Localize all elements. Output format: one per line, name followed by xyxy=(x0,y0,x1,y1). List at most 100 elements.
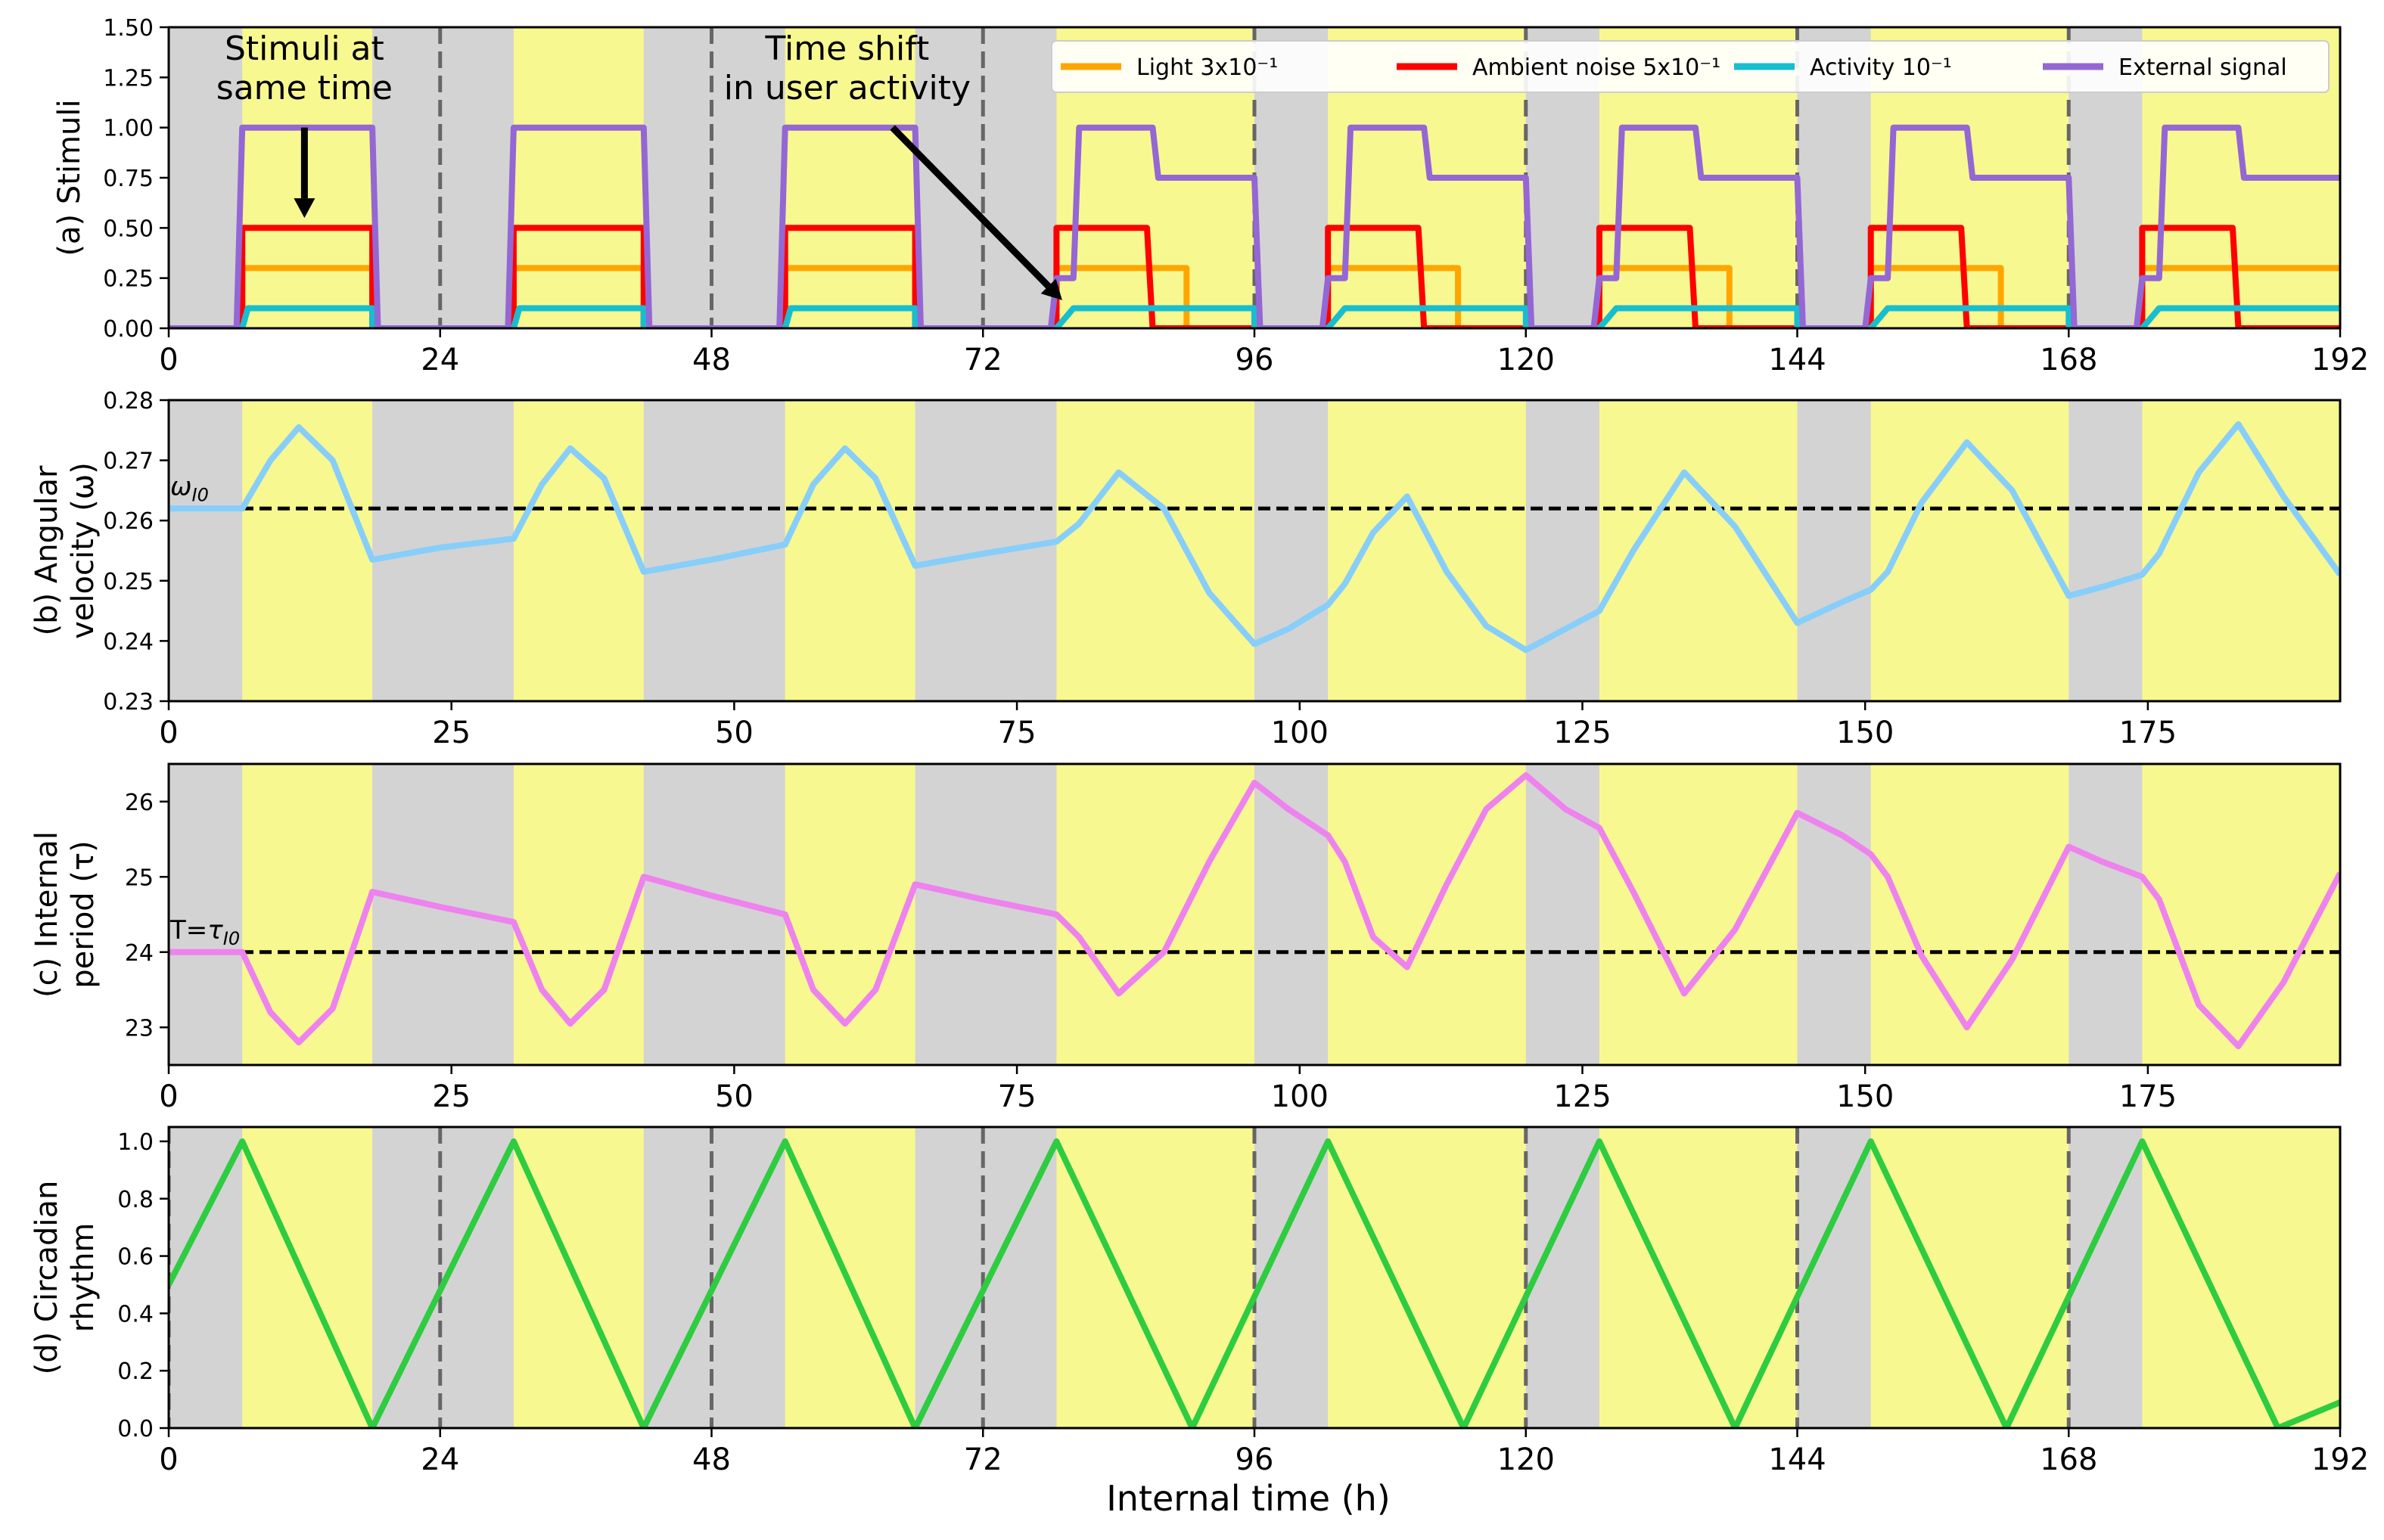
x-tick-label: 25 xyxy=(432,716,471,750)
x-tick-label: 175 xyxy=(2119,716,2177,750)
legend-label: Ambient noise 5x10⁻¹ xyxy=(1472,54,1720,81)
x-tick-label: 75 xyxy=(998,716,1037,750)
x-tick-label: 192 xyxy=(2311,1442,2369,1477)
y-axis-label: velocity (ω) xyxy=(66,462,101,639)
gray-background-band xyxy=(372,400,514,701)
x-tick-label: 175 xyxy=(2119,1079,2177,1114)
legend-label: Activity 10⁻¹ xyxy=(1810,54,1952,81)
y-tick-label: 0.8 xyxy=(117,1187,154,1213)
y-tick-label: 24 xyxy=(125,940,154,967)
y-tick-label: 0.75 xyxy=(103,166,154,192)
x-tick-label: 48 xyxy=(692,343,731,377)
annotation-text: in user activity xyxy=(724,69,971,107)
x-tick-label: 192 xyxy=(2311,343,2369,377)
y-tick-label: 1.50 xyxy=(103,15,154,42)
y-axis-label: rhythm xyxy=(66,1223,101,1333)
x-axis-label: Internal time (h) xyxy=(1106,1478,1391,1519)
y-axis-label: (c) Internal xyxy=(30,831,64,998)
x-tick-label: 50 xyxy=(715,1079,754,1114)
x-tick-label: 24 xyxy=(421,1442,459,1477)
x-tick-label: 0 xyxy=(159,716,178,750)
reference-hline-label: ωI0 xyxy=(170,471,209,505)
x-tick-label: 168 xyxy=(2040,1442,2097,1477)
panel-b-plot xyxy=(169,400,2340,701)
y-tick-label: 1.00 xyxy=(103,116,154,142)
x-tick-label: 150 xyxy=(1836,1079,1894,1114)
axes-frame xyxy=(167,762,2342,1067)
gray-background-band xyxy=(372,27,514,328)
y-tick-label: 0.26 xyxy=(103,508,154,535)
x-tick-label: 120 xyxy=(1497,1442,1555,1477)
x-tick-label: 50 xyxy=(715,716,754,750)
x-tick-label: 0 xyxy=(159,1079,178,1114)
annotation-arrow xyxy=(890,125,1051,289)
x-tick-label: 0 xyxy=(159,1442,178,1477)
y-axis-label: period (τ) xyxy=(66,840,101,988)
y-tick-label: 26 xyxy=(125,790,154,816)
y-tick-label: 0.2 xyxy=(117,1358,154,1385)
annotation-text: Stimuli at xyxy=(225,29,384,68)
annotation-arrowhead xyxy=(1040,278,1062,300)
y-tick-label: 0.50 xyxy=(103,216,154,242)
x-tick-label: 144 xyxy=(1768,343,1826,377)
y-tick-label: 0.23 xyxy=(103,689,154,716)
gray-background-band xyxy=(643,27,785,328)
x-tick-label: 96 xyxy=(1236,1442,1274,1477)
y-tick-label: 0.4 xyxy=(117,1301,154,1327)
legend-label: Light 3x10⁻¹ xyxy=(1136,54,1278,81)
series-line xyxy=(169,421,2340,654)
y-tick-label: 25 xyxy=(125,865,154,891)
series-line xyxy=(169,1138,2340,1428)
y-axis-label: (d) Circadian xyxy=(30,1181,64,1375)
gray-background-band xyxy=(1797,764,1871,1065)
panel-b: 0 25 50 75 100 125 150 175 0.23 0.24 0.25 0.26 0.27 0… xyxy=(30,388,2342,750)
annotation-arrowhead xyxy=(294,198,315,219)
y-tick-label: 0.28 xyxy=(103,388,154,414)
panel-c-plot xyxy=(169,764,2340,1065)
x-tick-label: 25 xyxy=(432,1079,471,1114)
gray-background-band xyxy=(643,764,785,1065)
y-tick-label: 1.25 xyxy=(103,65,154,92)
x-tick-label: 125 xyxy=(1553,716,1611,750)
y-tick-label: 0.6 xyxy=(117,1244,154,1271)
x-tick-label: 144 xyxy=(1768,1442,1826,1477)
y-tick-label: 0.24 xyxy=(103,629,154,655)
gray-background-band xyxy=(1525,764,1599,1065)
panel-c: 0 25 50 75 100 125 150 175 23 24 25 26 (c) Internal p… xyxy=(30,762,2342,1114)
gray-background-band xyxy=(1797,400,1871,701)
x-tick-label: 0 xyxy=(159,343,178,377)
y-tick-label: 0.0 xyxy=(117,1416,154,1442)
gray-background-band xyxy=(915,764,1057,1065)
y-tick-label: 23 xyxy=(125,1015,154,1042)
x-tick-label: 48 xyxy=(692,1442,731,1477)
gray-background-band xyxy=(1254,400,1329,701)
x-tick-label: 72 xyxy=(964,343,1002,377)
panel-d: 0 24 48 72 96 120 144 168 192 0.0 0.2 0.4 0.6 0.8 1.0 (… xyxy=(30,1126,2369,1477)
x-tick-label: 125 xyxy=(1553,1079,1611,1114)
legend: Light 3x10⁻¹ Ambient noise 5x10⁻¹ Activity… xyxy=(1051,40,2330,93)
x-tick-label: 100 xyxy=(1271,716,1329,750)
gray-background-band xyxy=(169,400,243,701)
y-tick-label: 0.25 xyxy=(103,266,154,293)
y-tick-label: 0.25 xyxy=(103,569,154,595)
gray-background-band xyxy=(2069,764,2143,1065)
reference-hline-label: T=τI0 xyxy=(169,915,240,949)
legend-box xyxy=(1051,40,2330,93)
x-tick-label: 96 xyxy=(1236,343,1274,377)
x-tick-label: 120 xyxy=(1497,343,1555,377)
panel-a: 0 24 48 72 96 120 144 168 192 0.00 0.25 0.50 0.75 1.0… xyxy=(52,15,2369,377)
series-line xyxy=(169,772,2340,1050)
gray-background-band xyxy=(169,27,243,328)
gray-background-band xyxy=(1525,400,1599,701)
x-tick-label: 150 xyxy=(1836,716,1894,750)
series-line xyxy=(169,305,2340,328)
series-line xyxy=(169,124,2340,328)
x-tick-label: 168 xyxy=(2040,343,2097,377)
annotation-text: same time xyxy=(216,69,393,107)
panel-d-plot xyxy=(169,1127,2340,1428)
x-tick-label: 24 xyxy=(421,343,459,377)
gray-background-band xyxy=(2069,400,2143,701)
y-tick-label: 0.27 xyxy=(103,449,154,475)
y-tick-label: 1.0 xyxy=(117,1129,154,1156)
x-tick-label: 75 xyxy=(998,1079,1037,1114)
